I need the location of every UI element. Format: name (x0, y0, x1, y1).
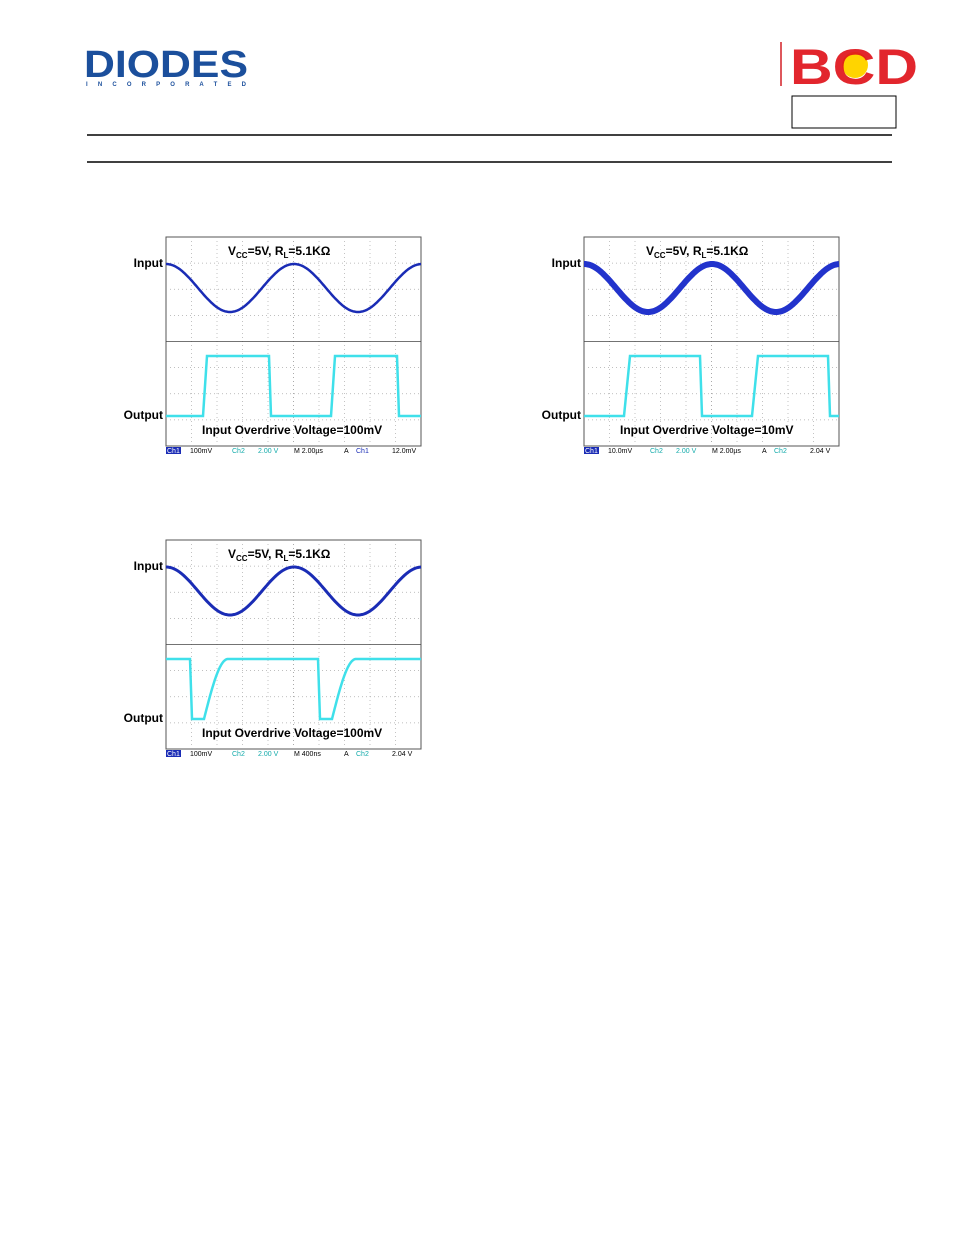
status-text: Ch2 (356, 751, 369, 758)
subscript: CC (654, 251, 666, 260)
input-wave (166, 565, 422, 617)
caption: Input Overdrive Voltage=100mV (202, 726, 382, 740)
logo: DIODES (84, 44, 248, 86)
status-badge (166, 750, 181, 757)
status-text: 2.00 V (258, 751, 279, 758)
output-wave (166, 354, 421, 418)
condition-part: =5.1KΩ (706, 244, 748, 258)
status-badge (166, 447, 181, 454)
subscript: L (284, 251, 289, 260)
condition: VCC=5V, RL=5.1KΩ (228, 547, 331, 563)
condition-part: V (228, 244, 236, 258)
status-text: 2.00 V (258, 448, 279, 455)
output-label: Output (124, 408, 163, 422)
caption: Input Overdrive Voltage=100mV (202, 423, 382, 437)
subscript: L (284, 554, 289, 563)
condition-part: V (228, 547, 236, 561)
condition: VCC=5V, RL=5.1KΩ (228, 244, 331, 260)
condition-part: =5.1KΩ (288, 547, 330, 561)
status-text: Ch1 (167, 751, 180, 758)
subscript: CC (236, 251, 248, 260)
output-wave (584, 354, 839, 418)
status-text: Ch2 (650, 448, 663, 455)
status-text: Ch2 (232, 751, 245, 758)
input-label: Input (134, 256, 163, 270)
status-text: 2.00 V (676, 448, 697, 455)
input-wave (584, 261, 840, 315)
condition: VCC=5V, RL=5.1KΩ (646, 244, 749, 260)
output-wave (166, 657, 421, 721)
status-text: A (344, 751, 349, 758)
status-text: Ch1 (167, 448, 180, 455)
status-text: M 2.00µs (294, 448, 323, 455)
status-text: A (762, 448, 767, 455)
condition-part: =5V, R (666, 244, 702, 258)
input-wave (166, 262, 422, 314)
condition-part: =5V, R (248, 547, 284, 561)
brand: BCD (790, 39, 918, 95)
status-text: Ch2 (232, 448, 245, 455)
brand-dot (842, 52, 868, 78)
input-label: Input (134, 559, 163, 573)
input-label: Input (552, 256, 581, 270)
subscript: CC (236, 554, 248, 563)
status-text: A (344, 448, 349, 455)
status-text: Ch1 (585, 448, 598, 455)
subscript: L (702, 251, 707, 260)
status-text: M 2.00µs (712, 448, 741, 455)
condition-part: V (646, 244, 654, 258)
status-text: 10.0mV (608, 448, 632, 455)
status-text: Ch2 (774, 448, 787, 455)
box (791, 95, 897, 129)
status-text: 2.04 V (392, 751, 413, 758)
status-text: 12.0mV (392, 448, 416, 455)
status-text: 100mV (190, 448, 213, 455)
output-label: Output (124, 711, 163, 725)
status-badge (584, 447, 599, 454)
caption: Input Overdrive Voltage=10mV (620, 423, 794, 437)
output-label: Output (542, 408, 581, 422)
status-text: 2.04 V (810, 448, 831, 455)
condition-part: =5.1KΩ (288, 244, 330, 258)
condition-part: =5V, R (248, 244, 284, 258)
status-text: M 400ns (294, 751, 321, 758)
status-text: Ch1 (356, 448, 369, 455)
status-text: 100mV (190, 751, 213, 758)
